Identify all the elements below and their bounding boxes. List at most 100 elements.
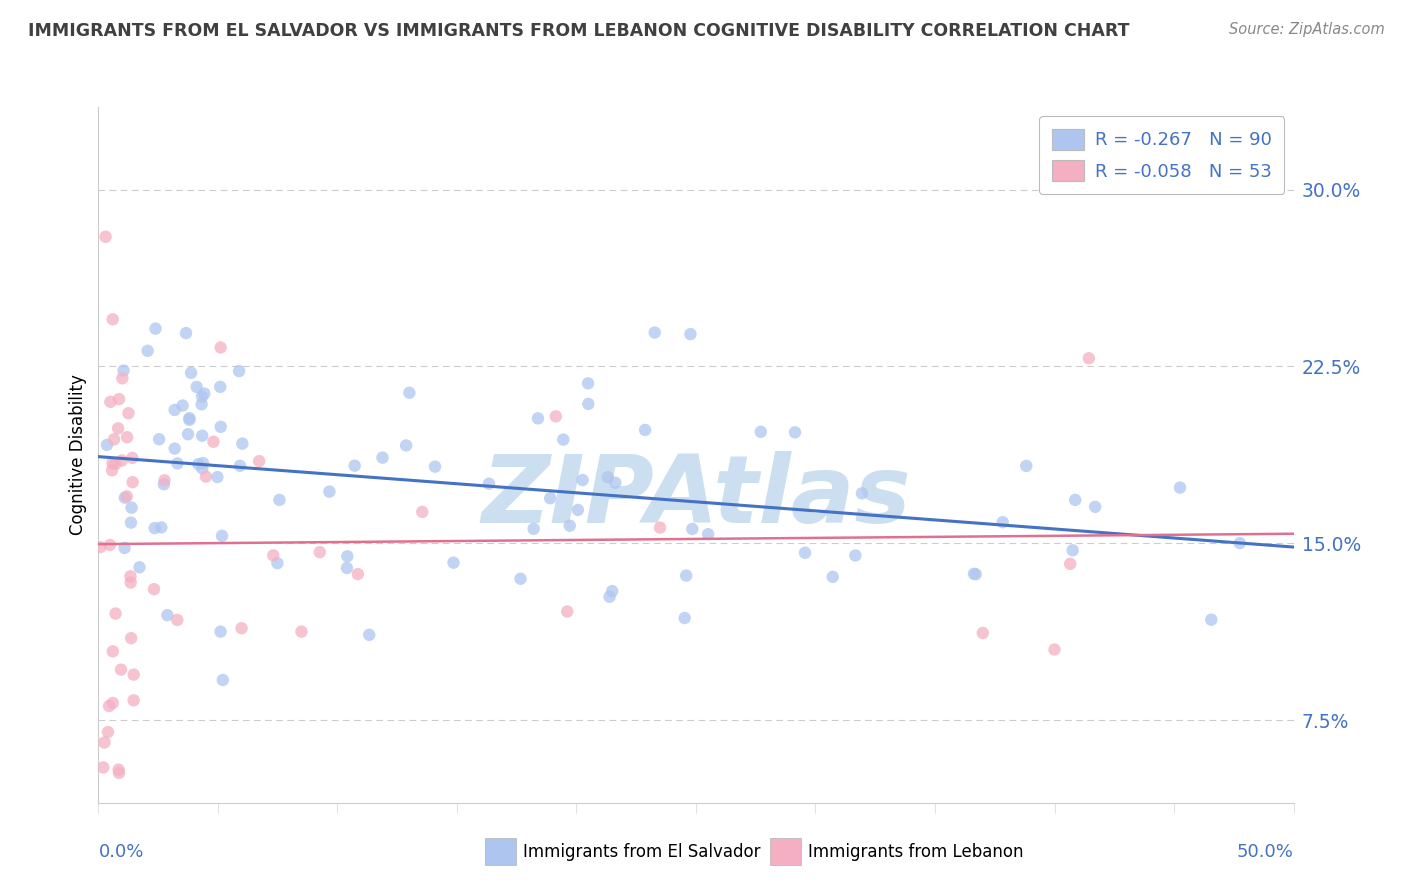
Point — [207, 470, 229, 484]
Point — [269, 492, 291, 507]
Point — [94, 229, 117, 244]
Point — [202, 434, 225, 449]
Point — [153, 473, 176, 487]
Text: ZIPAtlas: ZIPAtlas — [481, 450, 911, 542]
Point — [1077, 351, 1099, 366]
Point — [634, 423, 657, 437]
Point — [443, 556, 465, 570]
Point — [191, 461, 214, 475]
Point — [851, 486, 873, 500]
Point — [318, 484, 340, 499]
Point — [675, 568, 697, 582]
Point — [1084, 500, 1107, 514]
Point — [96, 438, 118, 452]
Point — [571, 473, 593, 487]
Point — [190, 397, 212, 411]
Point — [231, 621, 253, 635]
Point — [555, 605, 578, 619]
Point — [193, 386, 215, 401]
Point — [596, 470, 619, 484]
Point — [101, 312, 124, 326]
Point — [821, 570, 844, 584]
Point — [262, 549, 284, 563]
Point — [122, 667, 145, 681]
Point — [101, 696, 124, 710]
Point — [336, 549, 359, 564]
Point — [229, 458, 252, 473]
Point — [1168, 481, 1191, 495]
Point — [194, 469, 217, 483]
Point — [398, 385, 420, 400]
Point — [1064, 492, 1087, 507]
Point — [1015, 458, 1038, 473]
Point — [247, 454, 270, 468]
Point — [150, 520, 173, 534]
Point — [347, 567, 370, 582]
Point — [121, 450, 143, 465]
Point — [231, 436, 253, 450]
Point — [120, 569, 142, 583]
Point — [527, 411, 550, 425]
Point — [187, 457, 209, 471]
Point — [395, 438, 418, 452]
Point — [115, 489, 138, 503]
Point — [576, 376, 599, 391]
Point — [963, 566, 986, 581]
Point — [148, 432, 170, 446]
Point — [114, 491, 136, 505]
Point — [166, 457, 188, 471]
Point — [209, 624, 232, 639]
Point — [599, 590, 621, 604]
Point — [697, 527, 720, 541]
Point — [1201, 613, 1223, 627]
Point — [101, 456, 124, 470]
Point — [308, 545, 330, 559]
Point — [117, 406, 139, 420]
Point — [359, 628, 381, 642]
Point — [179, 411, 201, 425]
Point — [163, 442, 186, 456]
Point — [91, 760, 114, 774]
Point — [605, 475, 627, 490]
Point — [411, 505, 433, 519]
Legend: R = -0.267   N = 90, R = -0.058   N = 53: R = -0.267 N = 90, R = -0.058 N = 53 — [1039, 116, 1285, 194]
Point — [179, 413, 201, 427]
Text: 50.0%: 50.0% — [1237, 843, 1294, 861]
Point — [145, 321, 167, 335]
Point — [101, 463, 124, 477]
Point — [644, 326, 666, 340]
Point — [1059, 557, 1081, 571]
Point — [163, 403, 186, 417]
Point — [180, 366, 202, 380]
Point — [177, 427, 200, 442]
Point — [266, 556, 288, 570]
Point — [103, 433, 125, 447]
Point — [166, 613, 188, 627]
Point — [783, 425, 806, 440]
Point — [143, 582, 166, 596]
Point — [121, 475, 143, 490]
Point — [972, 626, 994, 640]
Point — [209, 341, 232, 355]
Point — [120, 575, 142, 590]
Point — [108, 392, 131, 406]
Point — [122, 693, 145, 707]
Point — [600, 584, 623, 599]
Point — [136, 343, 159, 358]
Point — [336, 561, 359, 575]
Point — [121, 500, 143, 515]
Point — [211, 673, 233, 687]
Point — [681, 522, 703, 536]
Point — [648, 520, 671, 534]
Point — [191, 456, 214, 470]
Point — [423, 459, 446, 474]
Point — [120, 516, 142, 530]
Point — [371, 450, 394, 465]
Point — [679, 327, 702, 342]
Point — [93, 735, 115, 749]
Point — [558, 518, 581, 533]
Point — [965, 567, 987, 582]
Point — [1062, 543, 1084, 558]
Point — [290, 624, 312, 639]
Point — [544, 409, 567, 424]
